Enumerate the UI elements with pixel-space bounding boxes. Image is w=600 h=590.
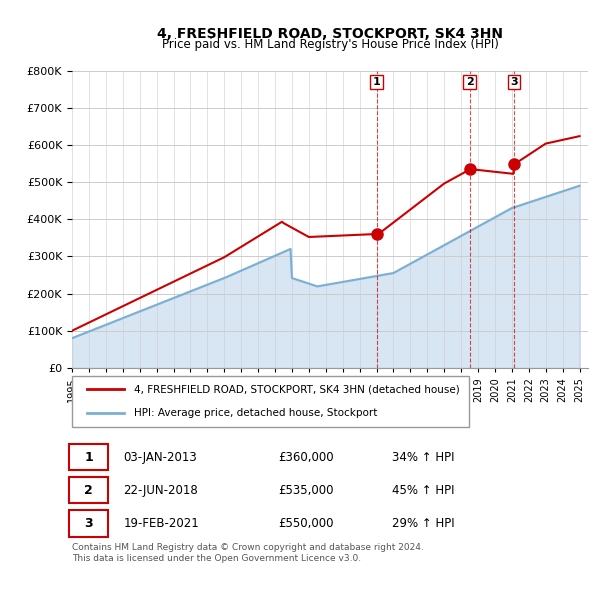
Text: 34% ↑ HPI: 34% ↑ HPI xyxy=(392,451,454,464)
Text: 1: 1 xyxy=(84,451,93,464)
Text: 22-JUN-2018: 22-JUN-2018 xyxy=(124,484,199,497)
Text: HPI: Average price, detached house, Stockport: HPI: Average price, detached house, Stoc… xyxy=(134,408,377,418)
Text: £535,000: £535,000 xyxy=(278,484,334,497)
Text: Price paid vs. HM Land Registry's House Price Index (HPI): Price paid vs. HM Land Registry's House … xyxy=(161,38,499,51)
Text: 19-FEB-2021: 19-FEB-2021 xyxy=(124,517,199,530)
Text: 29% ↑ HPI: 29% ↑ HPI xyxy=(392,517,455,530)
Text: 3: 3 xyxy=(510,77,518,87)
Text: 4, FRESHFIELD ROAD, STOCKPORT, SK4 3HN (detached house): 4, FRESHFIELD ROAD, STOCKPORT, SK4 3HN (… xyxy=(134,384,460,394)
Text: 3: 3 xyxy=(84,517,93,530)
Text: £360,000: £360,000 xyxy=(278,451,334,464)
Text: 2: 2 xyxy=(466,77,473,87)
Text: 45% ↑ HPI: 45% ↑ HPI xyxy=(392,484,454,497)
FancyBboxPatch shape xyxy=(72,376,469,427)
FancyBboxPatch shape xyxy=(70,444,108,470)
Text: Contains HM Land Registry data © Crown copyright and database right 2024.
This d: Contains HM Land Registry data © Crown c… xyxy=(72,543,424,563)
FancyBboxPatch shape xyxy=(70,477,108,503)
Text: 1: 1 xyxy=(373,77,380,87)
Text: £550,000: £550,000 xyxy=(278,517,334,530)
Text: 2: 2 xyxy=(84,484,93,497)
Text: 03-JAN-2013: 03-JAN-2013 xyxy=(124,451,197,464)
FancyBboxPatch shape xyxy=(70,510,108,536)
Text: 4, FRESHFIELD ROAD, STOCKPORT, SK4 3HN: 4, FRESHFIELD ROAD, STOCKPORT, SK4 3HN xyxy=(157,27,503,41)
